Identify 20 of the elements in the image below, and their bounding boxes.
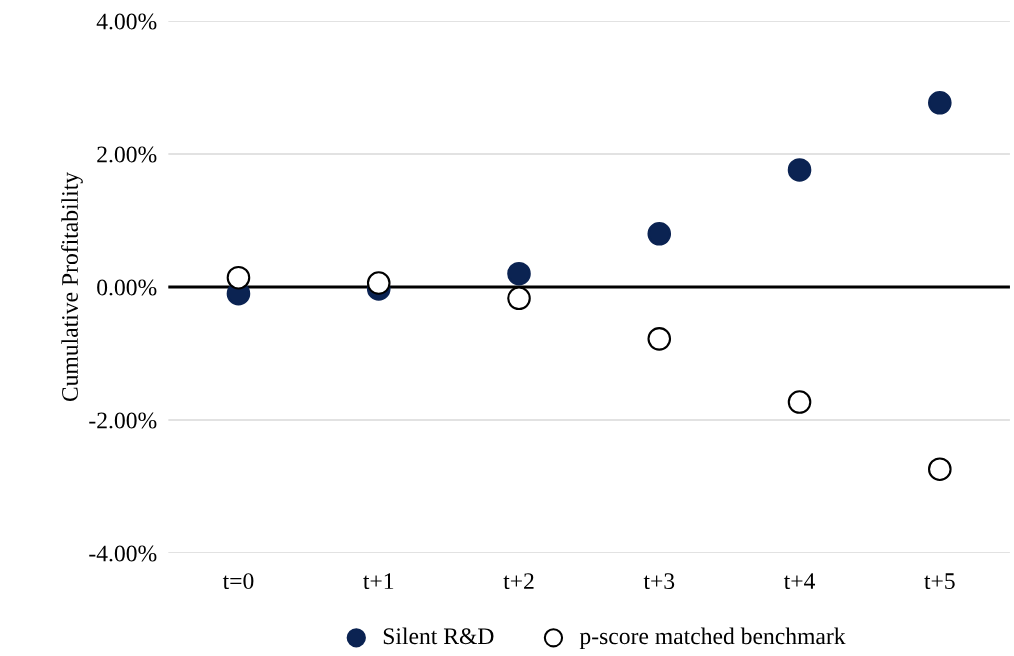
point: [787, 158, 812, 182]
point: [647, 222, 672, 246]
y-axis-title: Cumulative Profitability: [61, 172, 83, 402]
x-tick-label: t+2: [503, 573, 534, 590]
x-tick-label: t+4: [783, 573, 816, 590]
y-tick-label: -2.00%: [89, 412, 157, 429]
x-tick-label: t+3: [643, 573, 675, 590]
legend-label: p-score matched benchmark: [579, 627, 846, 650]
point: [366, 271, 391, 295]
point: [928, 90, 952, 115]
point: [226, 265, 251, 290]
y-tick-label: -4.00%: [89, 545, 157, 562]
y-tick-label: 4.00%: [96, 13, 157, 30]
y-tick-label: 2.00%: [97, 146, 157, 163]
x-tick-label: t=0: [222, 573, 254, 590]
y-tick-label: 0.00%: [97, 279, 157, 296]
x-tick-label: t+5: [924, 573, 955, 590]
point: [507, 261, 531, 286]
legend-label: Silent R&D: [383, 627, 494, 645]
x-tick-label: t+1: [363, 573, 394, 590]
